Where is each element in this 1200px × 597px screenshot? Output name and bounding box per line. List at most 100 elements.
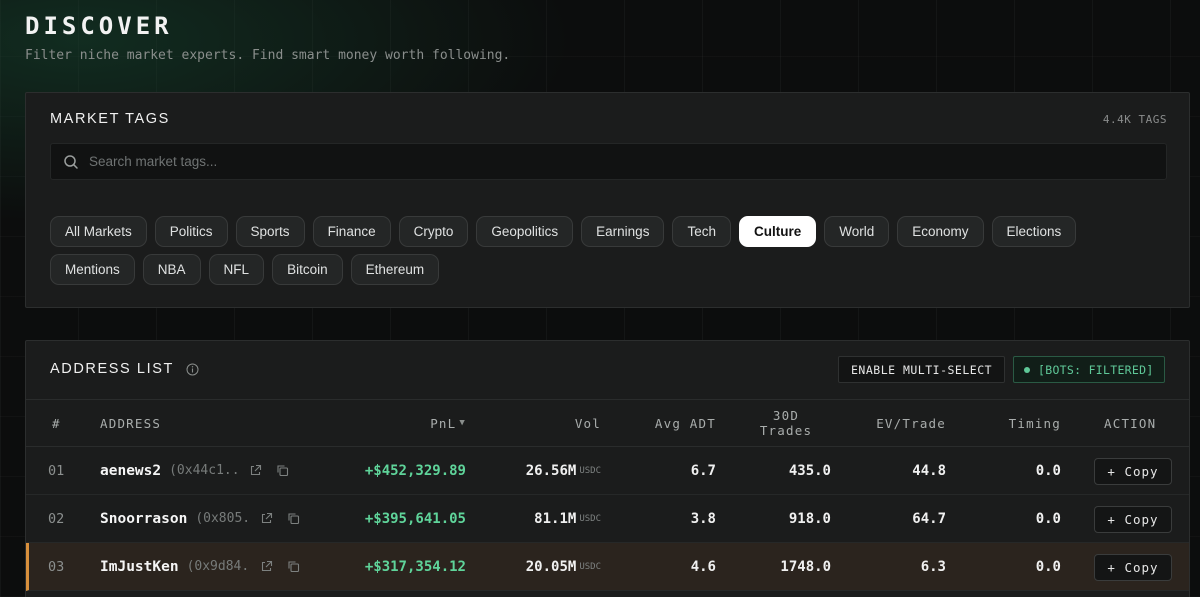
table-row[interactable]: 02 Snoorrason (0x805... +$395,641.05 81.1MUS… [26,495,1189,543]
tag-chip-finance[interactable]: Finance [312,216,391,247]
tag-chip-row: All Markets Politics Sports Finance Crypto Ge… [50,216,1170,247]
tag-chip-all-markets[interactable]: All Markets [50,216,147,247]
rank-cell: 03 [48,558,65,575]
address-list-header: ADDRESS LIST [50,361,199,377]
page-title: DISCOVER [25,12,173,40]
tag-chip-sports[interactable]: Sports [235,216,305,247]
wallet-address: (0x805... [195,511,252,526]
external-link-icon[interactable] [249,464,262,477]
copy-trader-button[interactable]: + Copy [1094,506,1172,533]
address-cell: ImJustKen (0x9d84... [100,543,300,590]
ev-trade-cell: 44.8 [912,462,946,479]
tag-search-input[interactable] [89,154,1089,169]
col-address: ADDRESS [100,415,162,431]
col-pnl[interactable]: PnL ▼ [356,400,466,446]
enable-multi-select-button[interactable]: ENABLE MULTI-SELECT [838,356,1006,383]
pnl-cell: +$452,329.89 [364,462,466,479]
col-30d-trades-label: 30D Trades [760,408,812,438]
page-subtitle: Filter niche market experts. Find smart … [25,48,511,63]
external-link-icon[interactable] [260,560,273,573]
vol-cell: 81.1M USDC [486,495,601,542]
tag-chip-elections[interactable]: Elections [991,216,1077,247]
rank-cell: 01 [48,462,65,479]
copy-address-icon[interactable] [276,464,289,477]
tag-chip-culture[interactable]: Culture [738,216,817,247]
vol-cell: 20.05M USDC [486,543,601,590]
col-pnl-label: PnL [430,415,457,431]
vol-value: 26.56M [525,462,577,479]
market-tags-title: MARKET TAGS [50,111,170,127]
avg-adt-cell: 4.6 [690,558,716,575]
pnl-cell: +$317,354.12 [364,558,466,575]
col-ev-trade: EV/Trade [876,415,946,431]
address-cell: Snoorrason (0x805... [100,495,300,542]
col-avg-adt: Avg ADT [654,415,716,431]
timing-cell: 0.0 [1035,510,1061,527]
table-row[interactable]: 03 ImJustKen (0x9d84... +$317,354.12 20.05MU… [26,543,1189,591]
tags-count: 4.4K TAGS [1102,113,1167,126]
avg-adt-cell: 3.8 [690,510,716,527]
bots-filter-label: [BOTS: FILTERED] [1038,362,1154,377]
vol-unit: USDC [579,561,601,572]
tag-chips: All Markets Politics Sports Finance Crypto Ge… [50,216,1170,292]
vol-value: 20.05M [525,558,577,575]
col-rank: # [52,415,61,431]
wallet-address: (0x9d84... [186,559,252,574]
copy-address-icon[interactable] [287,560,300,573]
col-timing: Timing [1008,415,1061,431]
trader-name-link[interactable]: aenews2 [100,462,162,479]
tag-chip-row: Mentions NBA NFL Bitcoin Ethereum [50,254,1170,285]
col-30d-line2: Trades [759,423,813,438]
tag-chip-ethereum[interactable]: Ethereum [350,254,440,285]
trades-cell: 1748.0 [780,558,831,575]
tag-chip-crypto[interactable]: Crypto [398,216,469,247]
col-vol: Vol [574,415,601,431]
search-icon [63,154,79,170]
page-header: DISCOVER Filter niche market experts. Fi… [25,12,510,63]
timing-cell: 0.0 [1035,558,1061,575]
copy-trader-button[interactable]: + Copy [1094,554,1172,581]
vol-unit: USDC [579,465,601,476]
tag-chip-geopolitics[interactable]: Geopolitics [476,216,574,247]
trader-name-link[interactable]: Snoorrason [100,510,188,527]
col-30d-line1: 30D [772,408,800,423]
sort-desc-icon: ▼ [459,417,466,428]
address-list-title: ADDRESS LIST [50,361,174,377]
bots-filter-button[interactable]: [BOTS: FILTERED] [1013,356,1165,383]
tag-chip-nfl[interactable]: NFL [208,254,265,285]
vol-unit: USDC [579,513,601,524]
tag-chip-tech[interactable]: Tech [672,216,731,247]
ev-trade-cell: 6.3 [920,558,946,575]
tag-chip-economy[interactable]: Economy [897,216,984,247]
avg-adt-cell: 6.7 [690,462,716,479]
tag-chip-nba[interactable]: NBA [142,254,201,285]
address-cell: aenews2 (0x44c1... [100,447,300,494]
trades-cell: 435.0 [788,462,831,479]
tag-chip-politics[interactable]: Politics [154,216,228,247]
wallet-address: (0x44c1... [169,463,242,478]
external-link-icon[interactable] [260,512,273,525]
timing-cell: 0.0 [1035,462,1061,479]
trades-cell: 918.0 [788,510,831,527]
rank-cell: 02 [48,510,65,527]
vol-cell: 26.56M USDC [486,447,601,494]
copy-address-icon[interactable] [287,512,300,525]
pnl-cell: +$395,641.05 [364,510,466,527]
address-list-panel: ADDRESS LIST ENABLE MULTI-SELECT [BOTS: … [25,340,1190,597]
tag-chip-bitcoin[interactable]: Bitcoin [272,254,343,285]
table-row[interactable]: 01 aenews2 (0x44c1... +$452,329.89 26.56M USD… [26,447,1189,495]
col-action: ACTION [1104,415,1157,431]
trader-name-link[interactable]: ImJustKen [100,558,179,575]
tag-chip-world[interactable]: World [824,216,890,247]
table-header: # ADDRESS PnL ▼ Vol Avg ADT 30D Trades E… [26,399,1189,447]
vol-value: 81.1M [534,510,577,527]
status-dot-icon [1024,366,1030,373]
ev-trade-cell: 64.7 [912,510,946,527]
info-icon[interactable] [186,363,199,376]
copy-trader-button[interactable]: + Copy [1094,458,1172,485]
tag-chip-mentions[interactable]: Mentions [50,254,135,285]
tag-search-box[interactable] [50,143,1167,180]
tag-chip-earnings[interactable]: Earnings [581,216,665,247]
col-30d-trades: 30D Trades [738,400,834,446]
address-table-body: 01 aenews2 (0x44c1... +$452,329.89 26.56M USD… [26,447,1189,591]
